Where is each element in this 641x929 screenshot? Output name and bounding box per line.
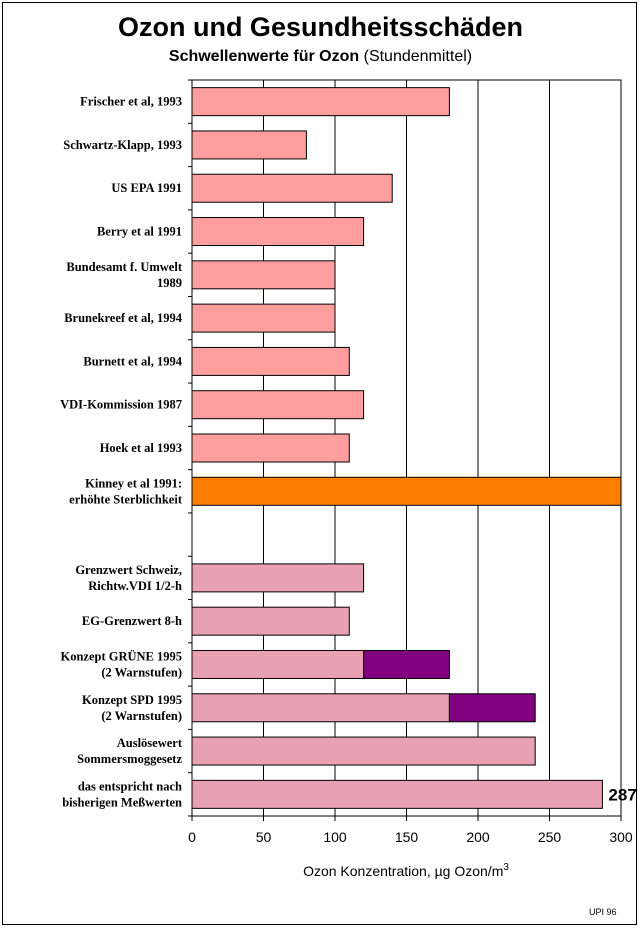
bar-16-series-0 [191, 779, 603, 809]
category-label-16-line-0: das entspricht nach [78, 779, 182, 793]
chart-subtitle: Schwellenwerte für Ozon (Stundenmittel) [0, 48, 641, 66]
x-tick-label-200: 200 [466, 829, 490, 845]
category-label-14-line-1: (2 Warnstufen) [101, 709, 182, 723]
category-label-9-line-0: Kinney et al 1991: [85, 476, 182, 490]
bar-13-series-1 [363, 649, 450, 679]
category-label-4-line-0: Bundesamt f. Umwelt [66, 260, 182, 274]
category-label-2: US EPA 1991 [111, 181, 182, 195]
bar-0-series-0 [191, 87, 450, 117]
category-label-11-line-1: Richtw.VDI 1/2-h [88, 579, 182, 593]
x-tick-label-300: 300 [609, 829, 633, 845]
category-label-7: VDI-Kommission 1987 [60, 398, 182, 412]
bar-15-series-0 [191, 736, 536, 766]
bar-2-series-0 [191, 173, 393, 203]
category-label-8: Hoek et al 1993 [100, 441, 182, 455]
category-label-3: Berry et al 1991 [97, 225, 182, 239]
category-label-6: Burnett et al, 1994 [83, 354, 182, 368]
subtitle-bold: Schwellenwerte für Ozon [168, 48, 360, 65]
bar-5-series-0 [191, 303, 336, 333]
category-label-4-line-1: 1989 [157, 276, 182, 290]
bar-9-series-0 [191, 476, 622, 506]
category-label-15-line-0: Auslösewert [117, 736, 183, 750]
bar-14-series-0 [191, 693, 450, 723]
bar-4-series-0 [191, 260, 336, 290]
bar-12-series-0 [191, 606, 350, 636]
category-label-14-line-0: Konzept SPD 1995 [82, 693, 182, 707]
bar-8-series-0 [191, 433, 350, 463]
bar-3-series-0 [191, 217, 365, 247]
x-tick-label-50: 50 [256, 829, 272, 845]
chart-title: Ozon und Gesundheitsschäden [117, 12, 524, 42]
x-tick-label-150: 150 [395, 829, 419, 845]
credit-label: UPI 96 [589, 907, 617, 917]
category-label-1: Schwartz-Klapp, 1993 [63, 138, 182, 152]
x-axis-label: Ozon Konzentration, µg Ozon/m3 [303, 862, 509, 879]
category-label-13-line-0: Konzept GRÜNE 1995 [60, 649, 182, 663]
x-tick-label-250: 250 [538, 829, 562, 845]
category-label-13-line-1: (2 Warnstufen) [101, 665, 182, 679]
bar-13-series-0 [191, 649, 365, 679]
bar-6-series-0 [191, 346, 350, 376]
x-tick-label-100: 100 [323, 829, 347, 845]
category-label-11-line-0: Grenzwert Schweiz, [75, 563, 182, 577]
data-label-16: 287 [608, 785, 636, 804]
bar-14-series-1 [448, 693, 536, 723]
bar-11-series-0 [191, 563, 365, 593]
category-label-15-line-1: Sommersmoggesetz [77, 752, 182, 766]
bar-7-series-0 [191, 390, 365, 420]
category-label-12: EG-Grenzwert 8-h [82, 614, 182, 628]
category-label-0: Frischer et al, 1993 [80, 95, 182, 109]
x-tick-label-0: 0 [188, 829, 196, 845]
subtitle-rest: (Stundenmittel) [363, 48, 473, 65]
category-label-5: Brunekreef et al, 1994 [64, 311, 183, 325]
category-label-16-line-1: bisherigen Meßwerten [62, 795, 182, 809]
category-label-9-line-1: erhöhte Sterblichkeit [69, 492, 183, 506]
bar-1-series-0 [191, 130, 307, 160]
